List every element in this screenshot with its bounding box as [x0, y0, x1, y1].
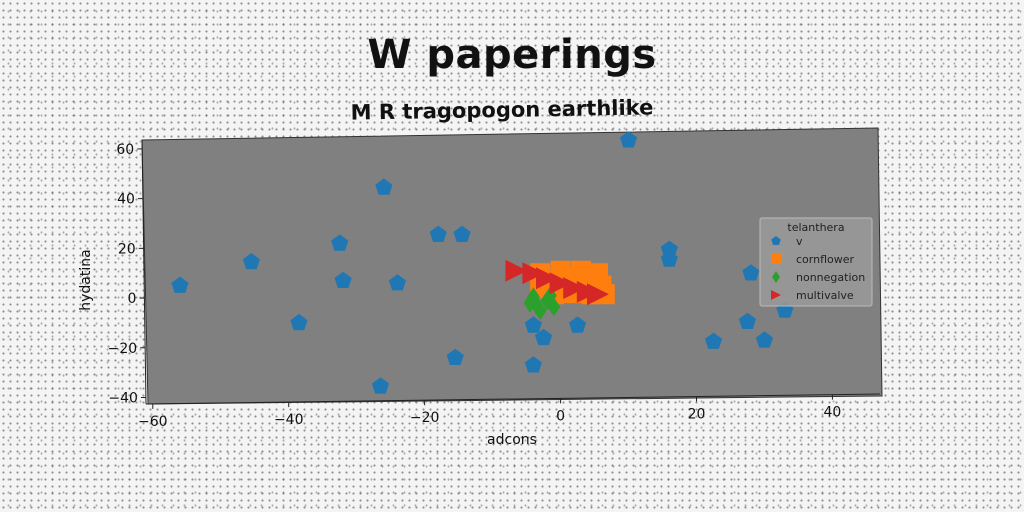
x-tick-label: 20 — [688, 407, 706, 423]
x-tick-label: 40 — [824, 405, 842, 421]
legend-label-nonnegation: nonnegation — [796, 271, 865, 284]
legend-label-cornflower: cornflower — [796, 253, 855, 266]
y-axis-label: hydatina — [78, 249, 94, 310]
legend-title: telanthera — [787, 221, 844, 234]
x-tick-label: −20 — [410, 410, 440, 426]
legend-label-multivalve: multivalve — [796, 289, 854, 302]
x-tick-label: 0 — [556, 408, 565, 424]
y-tick-label: 20 — [118, 241, 136, 257]
point-cornflower-14 — [581, 267, 601, 287]
y-tick-label: 0 — [128, 291, 137, 307]
y-tick-label: 60 — [116, 142, 134, 158]
y-tick-label: −20 — [108, 341, 138, 357]
legend-label-v: v — [796, 235, 803, 248]
x-axis-label: adcons — [487, 432, 537, 448]
legend-marker-cornflower — [771, 254, 781, 264]
y-tick-label: 40 — [117, 192, 135, 208]
y-tick-label: −40 — [108, 391, 138, 407]
legend: telanthera v cornflower nonnegation multiva… — [760, 218, 872, 306]
x-tick-label: −60 — [138, 414, 168, 430]
x-tick-label: −40 — [274, 412, 304, 428]
